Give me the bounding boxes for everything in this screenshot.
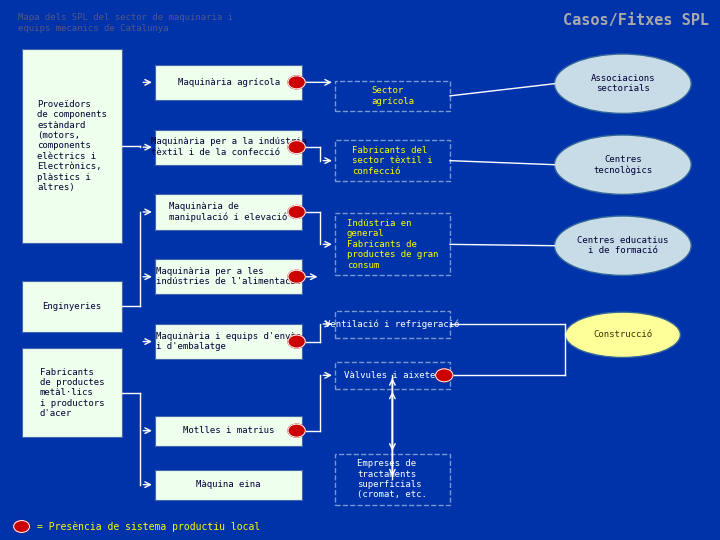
Text: Mapa dels SPL del sector de maquinaria i: Mapa dels SPL del sector de maquinaria i: [18, 14, 233, 23]
Text: Vàlvules i aixetes: Vàlvules i aixetes: [344, 371, 441, 380]
FancyBboxPatch shape: [155, 194, 302, 230]
Text: Ventilació i refrigeració: Ventilació i refrigeració: [325, 319, 459, 329]
Text: Proveïdors
de components
estàndard
(motors,
components
elèctrics i
Electrònics,
: Proveïdors de components estàndard (moto…: [37, 100, 107, 192]
Text: Construcció: Construcció: [593, 330, 652, 339]
Ellipse shape: [565, 312, 680, 357]
Circle shape: [288, 424, 305, 437]
Circle shape: [436, 369, 453, 382]
FancyBboxPatch shape: [155, 470, 302, 500]
Ellipse shape: [554, 135, 691, 194]
Text: Maquinària per a la indústria
tèxtil i de la confecció: Maquinària per a la indústria tèxtil i d…: [150, 138, 307, 157]
FancyBboxPatch shape: [155, 130, 302, 165]
Text: Fabricants del
sector tèxtil i
confecció: Fabricants del sector tèxtil i confecció: [352, 146, 433, 176]
Text: equips mecanics de Catalunya: equips mecanics de Catalunya: [18, 24, 168, 33]
Ellipse shape: [554, 216, 691, 275]
Text: Maquinària per a les
indústries de l'alimentació: Maquinària per a les indústries de l'ali…: [156, 267, 301, 286]
Circle shape: [288, 76, 305, 89]
Text: = Presència de sistema productiu local: = Presència de sistema productiu local: [37, 521, 261, 532]
Text: Màquina eina: Màquina eina: [197, 480, 261, 489]
Circle shape: [288, 270, 305, 283]
FancyBboxPatch shape: [155, 324, 302, 359]
Text: Motlles i matrius: Motlles i matrius: [183, 426, 274, 435]
Ellipse shape: [554, 54, 691, 113]
Text: Maquinària agrícola: Maquinària agrícola: [178, 78, 279, 87]
Text: Maquinària de
manipulació i elevació: Maquinària de manipulació i elevació: [169, 202, 288, 222]
FancyBboxPatch shape: [155, 65, 302, 100]
FancyBboxPatch shape: [155, 259, 302, 294]
Text: Enginyeries: Enginyeries: [42, 302, 102, 311]
Circle shape: [288, 335, 305, 348]
Text: Fabricants
de productes
metàl·lics
i productors
d'acer: Fabricants de productes metàl·lics i pro…: [40, 368, 104, 418]
Text: Centres educatius
i de formació: Centres educatius i de formació: [577, 236, 668, 255]
Text: Casos/Fitxes SPL: Casos/Fitxes SPL: [563, 14, 709, 29]
Text: Associacions
sectorials: Associacions sectorials: [590, 74, 655, 93]
Text: Sector
agrícola: Sector agrícola: [371, 86, 414, 105]
Circle shape: [14, 521, 30, 532]
FancyBboxPatch shape: [22, 49, 122, 243]
Text: Empreses de
tractaments
superficials
(cromat, etc.: Empreses de tractaments superficials (cr…: [357, 459, 428, 500]
Circle shape: [288, 140, 305, 154]
FancyBboxPatch shape: [22, 348, 122, 437]
FancyBboxPatch shape: [155, 416, 302, 446]
Circle shape: [288, 206, 305, 219]
Text: Maquinària i equips d'envàs
i d'embalatge: Maquinària i equips d'envàs i d'embalatg…: [156, 332, 301, 351]
Text: Indústria en
general
Fabricants de
productes de gran
consum: Indústria en general Fabricants de produ…: [347, 219, 438, 269]
FancyBboxPatch shape: [22, 281, 122, 332]
Text: Centres
tecnològics: Centres tecnològics: [593, 154, 652, 175]
